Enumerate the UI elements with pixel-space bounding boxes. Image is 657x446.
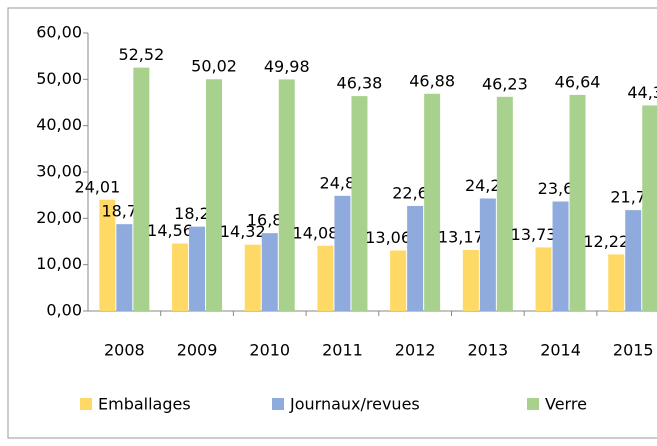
bar — [462, 249, 479, 311]
bar — [351, 96, 368, 311]
value-label: 52,52 — [118, 45, 164, 64]
value-label: 13,17 — [438, 227, 484, 246]
chart-frame — [7, 7, 657, 439]
x-tick-label: 2013 — [467, 341, 508, 360]
x-tick-label: 2008 — [104, 341, 145, 360]
y-tick-label: 10,00 — [36, 254, 82, 273]
x-tick-label: 2014 — [540, 341, 581, 360]
bar — [172, 243, 189, 311]
legend-label: Verre — [545, 395, 587, 414]
bar — [317, 245, 334, 311]
bar — [99, 199, 116, 311]
x-tick-label: 2012 — [395, 341, 436, 360]
y-tick-label: 40,00 — [36, 115, 82, 134]
bar — [133, 67, 150, 311]
value-label: 46,23 — [482, 74, 528, 93]
y-tick-label: 60,00 — [36, 23, 82, 42]
x-tick-label: 2009 — [177, 341, 218, 360]
value-label: 46,64 — [555, 72, 601, 91]
bar — [569, 94, 586, 311]
bar — [206, 79, 223, 312]
bar — [625, 210, 642, 311]
bar — [496, 96, 513, 312]
bar — [552, 201, 569, 311]
value-label: 44,37 — [627, 83, 657, 102]
bar — [244, 244, 261, 311]
legend-swatch — [272, 398, 284, 410]
value-label: 24,01 — [74, 177, 120, 196]
value-label: 46,88 — [409, 71, 455, 90]
x-tick-label: 2015 — [613, 341, 654, 360]
legend-swatch — [80, 398, 92, 410]
value-label: 13,73 — [511, 225, 557, 244]
bar — [334, 195, 351, 311]
value-label: 50,02 — [191, 57, 237, 76]
bar — [390, 250, 407, 311]
value-label: 13,06 — [365, 228, 411, 247]
bar — [424, 93, 441, 311]
value-label: 49,98 — [264, 57, 310, 76]
y-tick-label: 50,00 — [36, 69, 82, 88]
bar — [278, 79, 295, 312]
legend-label: Journaux/revues — [289, 395, 420, 414]
value-label: 14,08 — [293, 223, 339, 242]
y-tick-label: 0,00 — [46, 301, 82, 320]
bar — [642, 105, 657, 311]
value-label: 14,56 — [147, 221, 193, 240]
bar — [608, 254, 625, 311]
bar — [535, 247, 552, 311]
x-tick-label: 2011 — [322, 341, 363, 360]
legend-label: Emballages — [98, 395, 191, 414]
y-tick-label: 30,00 — [36, 162, 82, 181]
value-label: 14,32 — [220, 222, 266, 241]
value-label: 12,22 — [583, 232, 629, 251]
bar — [479, 198, 496, 311]
y-tick-label: 20,00 — [36, 208, 82, 227]
bar — [407, 205, 424, 311]
bar — [116, 224, 133, 311]
value-label: 46,38 — [337, 74, 383, 93]
legend-swatch — [527, 398, 539, 410]
bar — [261, 233, 278, 311]
bar — [189, 226, 206, 311]
x-tick-label: 2010 — [249, 341, 290, 360]
